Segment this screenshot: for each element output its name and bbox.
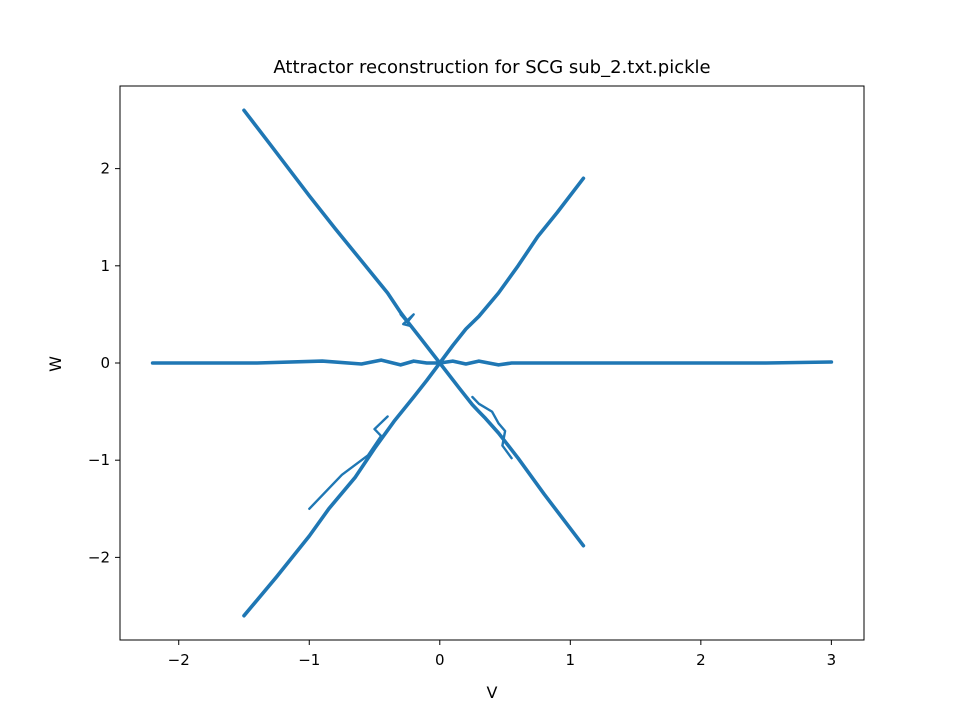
- series-line-3: [308, 415, 389, 510]
- series-line-2: [242, 176, 586, 618]
- x-tick-label: −1: [298, 651, 320, 669]
- y-tick-label: 2: [100, 160, 110, 178]
- series-line-4: [471, 395, 513, 460]
- series-line-0: [150, 358, 834, 367]
- y-tick-label: 1: [100, 257, 110, 275]
- x-tick-label: 3: [827, 651, 837, 669]
- x-tick-label: 1: [566, 651, 576, 669]
- y-tick-label: −1: [88, 451, 110, 469]
- x-tick-label: −2: [168, 651, 190, 669]
- y-axis-label: W: [46, 356, 65, 372]
- plot-area: [150, 108, 834, 618]
- y-tick-label: −2: [88, 548, 110, 566]
- y-tick-label: 0: [100, 354, 110, 372]
- series-line-1: [242, 108, 586, 548]
- chart-title: Attractor reconstruction for SCG sub_2.t…: [273, 57, 710, 78]
- series-line-5: [399, 313, 415, 328]
- x-tick-label: 2: [696, 651, 706, 669]
- x-tick-label: 0: [435, 651, 445, 669]
- axes-frame: [119, 85, 865, 641]
- x-axis-label: V: [487, 683, 498, 702]
- axis-ticks: −2 −1 0 1 2 3 −2 −1 0 1 2: [88, 160, 836, 669]
